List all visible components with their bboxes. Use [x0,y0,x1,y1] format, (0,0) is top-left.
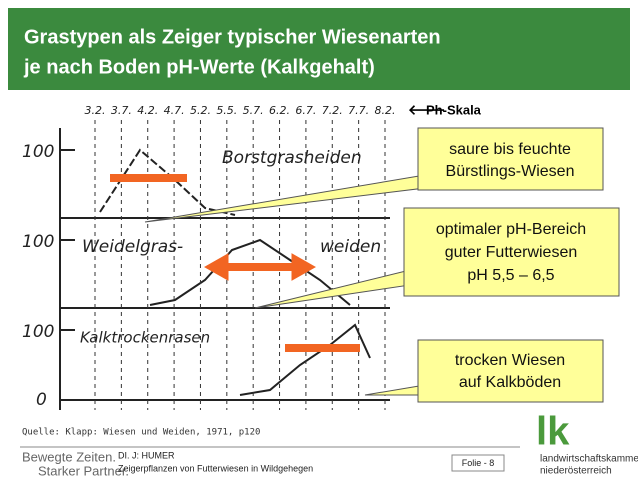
scale-tick-label: 7.7. [348,104,369,117]
slide-number: Folie - 8 [462,458,495,468]
panel-label: Kalktrockenrasen [80,329,210,347]
callout-text: optimaler pH-Bereich [436,221,586,238]
callout-box [417,339,604,403]
callout-box [417,127,604,191]
marker-arrow [203,253,317,281]
source: Quelle: Klapp: Wiesen und Weiden, 1971, … [22,428,260,438]
logo-text: niederösterreich [540,466,612,477]
slogan: Bewegte Zeiten. [22,449,116,464]
callout-text: pH 5,5 – 6,5 [467,267,554,284]
callout-text: saure bis feuchte [449,141,571,158]
curve [149,238,351,306]
slogan: Starker Partner. [38,463,129,478]
scale-tick-label: 3.2. [85,104,106,117]
title: je nach Boden pH-Werte (Kalkgehalt) [23,56,375,78]
panel-label: Weidelgras- [82,237,183,257]
axis-label: 100 [22,232,54,252]
scale-tick-label: 4.2. [137,104,158,117]
scale-tick-label: 5.5. [216,104,237,117]
title-bar [8,8,630,90]
author: DI. J: HUMER [118,450,175,460]
scale-tick-label: 3.7. [111,104,132,117]
slide-box [451,454,505,472]
scale-tick-label: 5.7. [243,104,264,117]
axis-label: 100 [22,322,54,342]
author: Zeigerpflanzen von Futterwiesen in Wildg… [118,463,313,473]
callout-text: Bürstlings-Wiesen [446,163,575,180]
panel-label: weiden [320,237,381,257]
curve [239,323,371,396]
axis-label: 0 [36,390,47,410]
callout-text: auf Kalkböden [459,374,561,391]
scale-tick-label: 4.7. [164,104,185,117]
callout-text: guter Futterwiesen [445,244,578,261]
scale-tick-label: 8.2. [375,104,396,117]
title: Grastypen als Zeiger typischer Wiesenart… [24,26,441,48]
arrow-icon: 🡐 [408,102,446,118]
scale-tick-label: 6.2. [269,104,290,117]
scale-tick-label: 7.2. [322,104,343,117]
scale-tick-label: 6.7. [295,104,316,117]
panel-label: Borstgrasheiden [222,148,362,168]
axis-tick [60,149,75,331]
axis-label: 100 [22,142,54,162]
callout-box [403,207,620,297]
scale-tick-label: 5.2. [190,104,211,117]
logo-mark: lk [536,410,570,454]
callout-text: trocken Wiesen [455,352,565,369]
scale-label: Ph-Skala [426,102,482,117]
logo-text: landwirtschaftskammer [540,454,638,465]
